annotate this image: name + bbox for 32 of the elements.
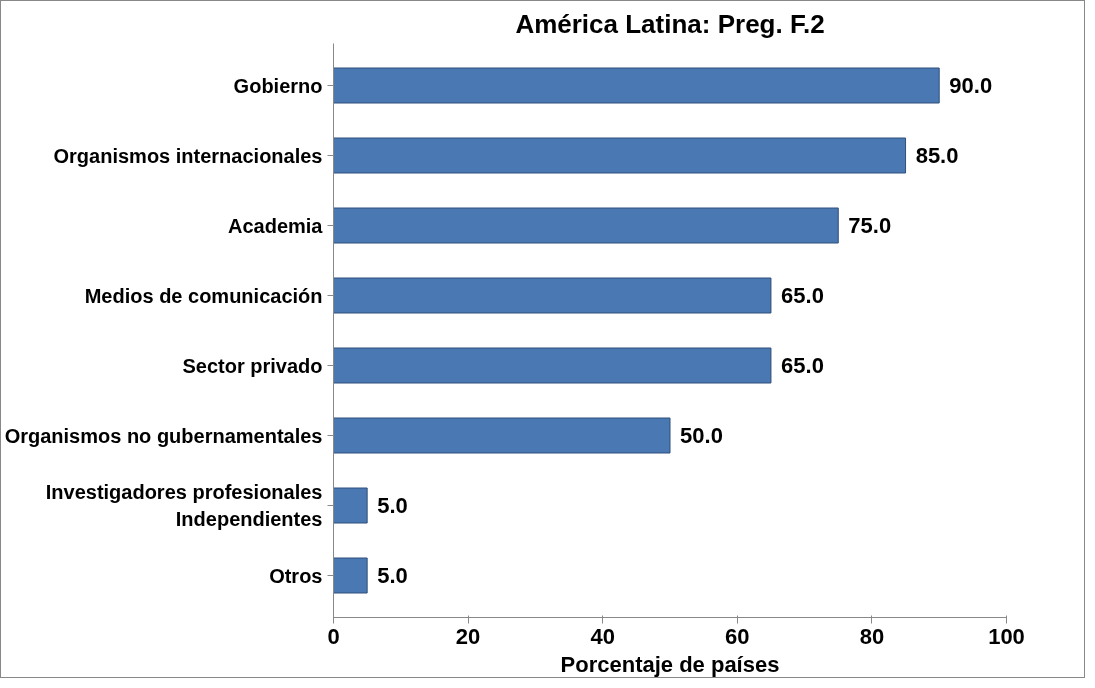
y-tick-label: Organismos no gubernamentales — [4, 424, 323, 447]
data-label: 65.0 — [781, 353, 824, 378]
data-label: 50.0 — [680, 423, 723, 448]
bar — [333, 487, 368, 524]
y-tick-label: Otros — [269, 564, 323, 587]
y-tick-label: Academia — [228, 214, 324, 237]
bar — [333, 347, 772, 384]
bar — [333, 137, 907, 174]
x-axis-title: Porcentaje de países — [560, 651, 780, 677]
data-label: 75.0 — [848, 213, 892, 238]
y-tick-label: Sector privado — [182, 354, 323, 377]
y-tick-label: Investigadores profesionales Independientes — [45, 481, 323, 530]
bar — [333, 67, 940, 104]
x-tick-label: 20 — [455, 623, 481, 649]
x-tick-label: 100 — [988, 623, 1025, 649]
y-tick-label: Organismos internacionales — [53, 144, 323, 167]
data-label: 90.0 — [949, 73, 993, 98]
data-label: 65.0 — [781, 283, 824, 308]
x-tick-label: 40 — [590, 623, 615, 649]
bar — [333, 417, 671, 454]
x-tick-label: 0 — [327, 623, 340, 649]
y-tick-label: Gobierno — [233, 74, 323, 97]
data-label: 5.0 — [377, 563, 408, 588]
data-label: 85.0 — [915, 143, 959, 168]
bar — [333, 557, 368, 594]
bar — [333, 277, 772, 314]
x-tick-label: 80 — [859, 623, 885, 649]
x-tick-label: 60 — [725, 623, 750, 649]
data-label: 5.0 — [377, 493, 408, 518]
chart-title: América Latina: Preg. F.2 — [515, 8, 825, 39]
y-tick-label: Medios de comunicación — [84, 284, 323, 307]
bar — [333, 207, 839, 244]
